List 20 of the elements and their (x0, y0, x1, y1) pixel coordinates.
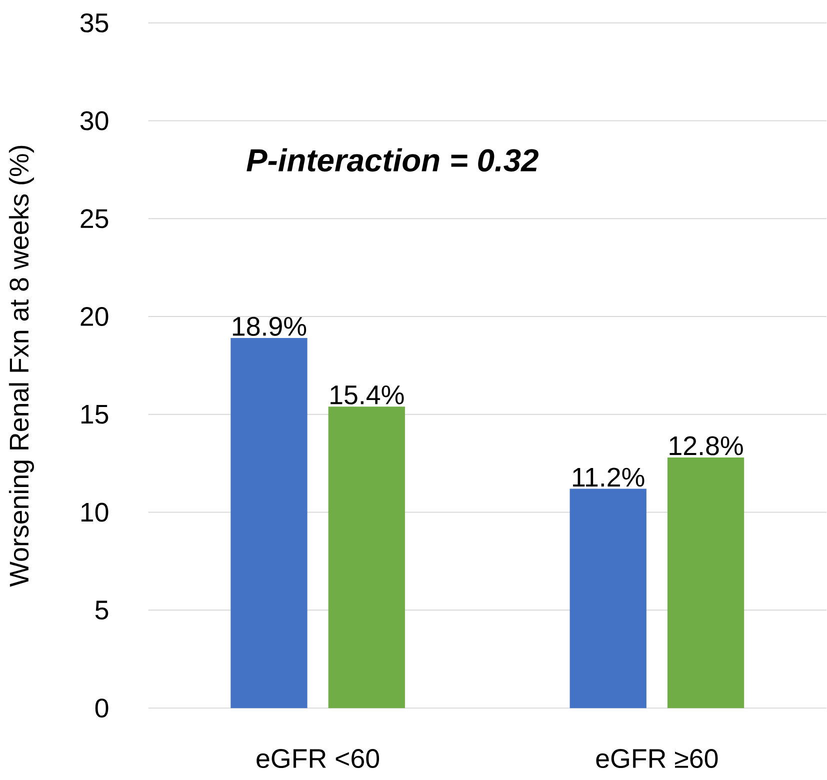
y-tick-label: 30 (80, 111, 108, 130)
bar (667, 458, 744, 708)
data-label: 11.2% (573, 468, 644, 487)
data-label: 18.9% (232, 317, 306, 336)
y-tick-label: 10 (81, 502, 108, 522)
bar (570, 488, 646, 708)
y-tick-label: 15 (81, 405, 108, 424)
bar (230, 338, 308, 708)
y-tick-label: 25 (80, 209, 108, 228)
x-tick-label: eGFR <60 (256, 749, 380, 768)
y-tick-label: 0 (95, 698, 108, 718)
y-tick-label: 20 (80, 307, 108, 326)
y-tick-label: 35 (80, 14, 108, 33)
data-label: 12.8% (670, 436, 743, 456)
data-label: 15.4% (330, 386, 404, 405)
y-axis-title: Worsening Renal Fxn at 8 weeks (%) (8, 146, 34, 587)
annotation: P-interaction = 0.32 (246, 148, 538, 172)
x-tick-label: eGFR ≥60 (596, 749, 718, 768)
y-tick-label: 5 (95, 600, 108, 620)
bar (328, 406, 405, 708)
